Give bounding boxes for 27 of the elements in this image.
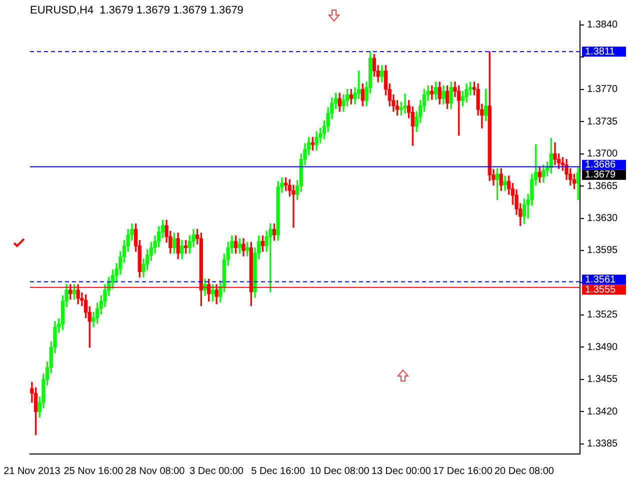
x-tick-label: 21 Nov 2013 — [4, 466, 61, 477]
y-tick-label: 1.3525 — [587, 310, 618, 321]
x-tick-label: 25 Nov 16:00 — [64, 466, 124, 477]
text: 1.3679 — [585, 170, 616, 181]
y-tick-label: 1.3630 — [587, 213, 618, 224]
y-tick-label: 1.3840 — [587, 20, 618, 31]
y-tick-label: 1.3700 — [587, 148, 618, 160]
y-tick-label: 1.3665 — [587, 180, 618, 192]
x-tick-label: 20 Dec 08:00 — [494, 466, 554, 477]
y-tick-label: 1.3385 — [587, 438, 618, 450]
x-tick-label: 17 Dec 16:00 — [432, 466, 493, 477]
x-tick-label: 13 Dec 00:00 — [371, 466, 432, 477]
y-tick-label: 1.3490 — [587, 342, 618, 353]
y-tick-label: 1.3595 — [587, 245, 618, 256]
chart-title: EURUSD,H4 1.3679 1.3679 1.3679 1.3679 — [30, 4, 244, 17]
x-tick-label: 10 Dec 08:00 — [310, 466, 370, 477]
x-tick-label: 28 Nov 08:00 — [125, 466, 186, 477]
y-tick-label: 1.3770 — [587, 84, 618, 96]
y-tick-label: 1.3420 — [587, 406, 618, 418]
y-tick-label: 1.3735 — [587, 116, 618, 128]
x-tick-label: 3 Dec 00:00 — [190, 466, 244, 477]
ref-line-label: 1.3686 — [585, 160, 616, 171]
ref-line-label: 1.3555 — [585, 284, 616, 296]
y-tick-label: 1.3455 — [587, 374, 618, 386]
ref-line-label: 1.3561 — [585, 274, 616, 286]
ref-line-label: 1.3811 — [585, 46, 616, 58]
x-tick-label: 5 Dec 16:00 — [251, 466, 306, 477]
